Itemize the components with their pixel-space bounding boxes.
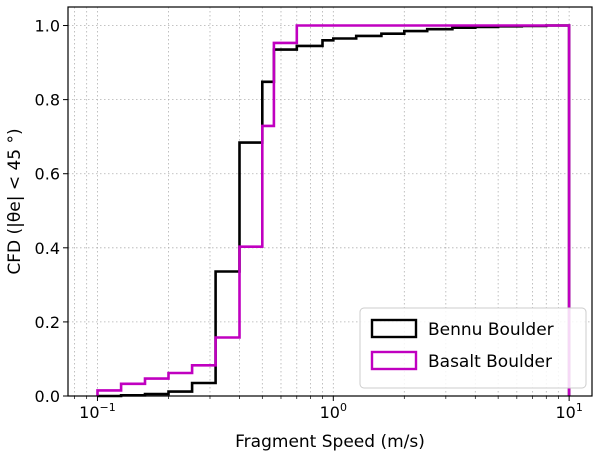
x-tick-label: 101 bbox=[555, 401, 582, 422]
series-step-line bbox=[96, 24, 571, 396]
series-step-line bbox=[97, 24, 571, 398]
x-axis-label: Fragment Speed (m/s) bbox=[235, 432, 425, 452]
y-tick-label: 0.8 bbox=[35, 91, 60, 110]
plot-frame bbox=[67, 6, 593, 397]
legend: Bennu Boulder Basalt Boulder bbox=[359, 307, 587, 389]
legend-label: Basalt Boulder bbox=[428, 352, 552, 372]
ticks: 0.0 0.2 0.4 0.6 0.8 1.0 10−1 100 101 bbox=[35, 17, 583, 422]
y-tick-label: 0.4 bbox=[35, 239, 60, 258]
y-tick-label: 1.0 bbox=[35, 17, 60, 36]
legend-swatch bbox=[370, 350, 418, 371]
y-tick-label: 0.2 bbox=[35, 313, 60, 332]
y-tick-label: 0.0 bbox=[35, 387, 60, 406]
x-tick-label: 10−1 bbox=[79, 401, 116, 422]
y-tick-label: 0.6 bbox=[35, 165, 60, 184]
x-tick-label: 100 bbox=[320, 401, 347, 422]
legend-label: Bennu Boulder bbox=[428, 320, 554, 340]
legend-swatch bbox=[370, 318, 418, 339]
series-layer bbox=[96, 24, 571, 398]
y-axis-label: CFD (|θe| < 45 °) bbox=[5, 128, 25, 274]
